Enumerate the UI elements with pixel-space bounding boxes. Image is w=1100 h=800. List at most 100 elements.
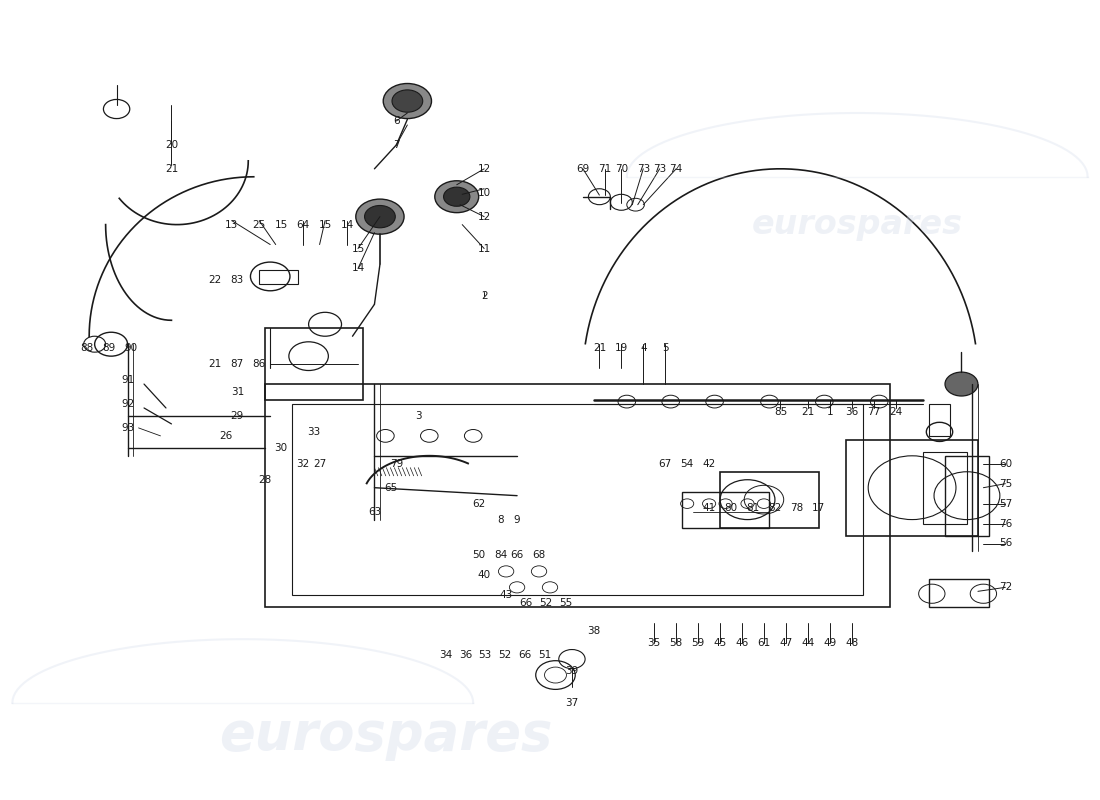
Text: 54: 54 — [681, 458, 694, 469]
Text: 91: 91 — [121, 375, 134, 385]
Text: 73: 73 — [653, 164, 667, 174]
Text: 63: 63 — [367, 506, 381, 517]
Text: 51: 51 — [538, 650, 551, 660]
Circle shape — [434, 181, 478, 213]
Text: 76: 76 — [999, 518, 1012, 529]
Text: 55: 55 — [559, 598, 572, 608]
Bar — [720, 472, 818, 527]
Text: 13: 13 — [226, 220, 239, 230]
Text: 47: 47 — [779, 638, 792, 648]
Text: 32: 32 — [297, 458, 310, 469]
Text: 50: 50 — [472, 550, 485, 561]
Text: 15: 15 — [275, 220, 288, 230]
Text: eurospares: eurospares — [751, 208, 962, 241]
Text: 52: 52 — [498, 650, 512, 660]
Text: 86: 86 — [253, 359, 266, 369]
Text: 61: 61 — [757, 638, 771, 648]
Circle shape — [364, 206, 395, 228]
Text: 80: 80 — [725, 502, 738, 513]
Text: 42: 42 — [703, 458, 716, 469]
Bar — [923, 452, 967, 523]
Text: 22: 22 — [209, 275, 222, 286]
Text: 7: 7 — [393, 140, 399, 150]
Text: 26: 26 — [220, 431, 233, 441]
Text: 67: 67 — [659, 458, 672, 469]
Bar — [260, 270, 298, 285]
Text: 5: 5 — [662, 343, 669, 353]
Text: 77: 77 — [867, 407, 880, 417]
Text: 66: 66 — [518, 650, 531, 660]
Text: 58: 58 — [670, 638, 683, 648]
Text: 45: 45 — [714, 638, 727, 648]
Text: 53: 53 — [478, 650, 492, 660]
Circle shape — [383, 83, 431, 118]
Bar — [265, 328, 363, 400]
Text: 19: 19 — [615, 343, 628, 353]
Text: 14: 14 — [340, 220, 353, 230]
Bar — [928, 579, 989, 607]
Text: 3: 3 — [415, 411, 421, 421]
Text: 38: 38 — [587, 626, 601, 636]
Text: 82: 82 — [768, 502, 782, 513]
Text: 83: 83 — [231, 275, 244, 286]
Text: 29: 29 — [231, 411, 244, 421]
Text: 89: 89 — [102, 343, 116, 353]
Bar — [928, 404, 950, 436]
Text: 84: 84 — [494, 550, 507, 561]
Text: 88: 88 — [80, 343, 94, 353]
Text: 8: 8 — [497, 514, 504, 525]
Text: 9: 9 — [514, 514, 520, 525]
Text: 12: 12 — [477, 164, 491, 174]
Text: 27: 27 — [314, 458, 327, 469]
Text: 71: 71 — [598, 164, 612, 174]
Text: 65: 65 — [384, 482, 397, 493]
Text: 4: 4 — [640, 343, 647, 353]
Text: 2: 2 — [481, 291, 487, 302]
Text: 34: 34 — [439, 650, 452, 660]
Text: 35: 35 — [648, 638, 661, 648]
Text: 39: 39 — [565, 666, 579, 676]
Text: 87: 87 — [231, 359, 244, 369]
Circle shape — [443, 187, 470, 206]
Text: 46: 46 — [736, 638, 749, 648]
Bar — [265, 384, 890, 607]
Text: 10: 10 — [477, 188, 491, 198]
Text: 15: 15 — [351, 243, 364, 254]
Text: 66: 66 — [510, 550, 524, 561]
Text: 59: 59 — [692, 638, 705, 648]
Text: 69: 69 — [576, 164, 590, 174]
Text: 36: 36 — [845, 407, 858, 417]
Text: 43: 43 — [499, 590, 513, 600]
Text: 73: 73 — [637, 164, 650, 174]
Text: 6: 6 — [393, 116, 399, 126]
Text: 64: 64 — [297, 220, 310, 230]
Text: eurospares: eurospares — [219, 709, 552, 761]
Text: 12: 12 — [477, 212, 491, 222]
Text: 48: 48 — [845, 638, 858, 648]
Text: 40: 40 — [477, 570, 491, 580]
Text: 1: 1 — [826, 407, 833, 417]
Text: 21: 21 — [209, 359, 222, 369]
Text: 37: 37 — [565, 698, 579, 708]
Text: 56: 56 — [999, 538, 1012, 549]
Text: 15: 15 — [318, 220, 332, 230]
Text: 85: 85 — [773, 407, 786, 417]
Text: 14: 14 — [351, 263, 364, 274]
Text: 21: 21 — [801, 407, 814, 417]
Text: 17: 17 — [812, 502, 825, 513]
Text: 21: 21 — [593, 343, 606, 353]
Text: 90: 90 — [124, 343, 138, 353]
Text: 31: 31 — [231, 387, 244, 397]
Bar — [846, 440, 978, 535]
Text: 44: 44 — [801, 638, 814, 648]
Text: 93: 93 — [121, 423, 134, 433]
Text: 20: 20 — [165, 140, 178, 150]
Text: 41: 41 — [703, 502, 716, 513]
Text: 72: 72 — [999, 582, 1012, 592]
Text: 68: 68 — [532, 550, 546, 561]
Bar — [945, 456, 989, 535]
Text: 74: 74 — [670, 164, 683, 174]
Text: 33: 33 — [308, 427, 321, 437]
Text: 75: 75 — [999, 478, 1012, 489]
Bar — [293, 404, 862, 595]
